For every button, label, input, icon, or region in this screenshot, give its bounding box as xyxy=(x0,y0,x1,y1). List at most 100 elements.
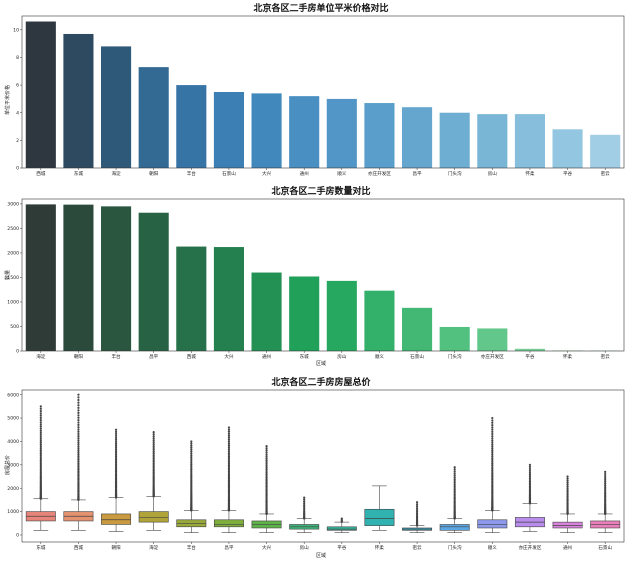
outlier-point xyxy=(227,450,231,453)
outlier-point xyxy=(152,452,155,455)
outlier-point xyxy=(415,501,419,504)
outlier-point xyxy=(528,477,532,480)
bar xyxy=(439,326,470,351)
outlier-point xyxy=(77,445,80,448)
x-tick-label: 平谷 xyxy=(563,170,573,177)
x-tick-label: 门头沟 xyxy=(448,544,462,551)
bar xyxy=(101,46,132,168)
outlier-point xyxy=(190,450,193,453)
outlier-point xyxy=(114,446,118,449)
outlier-point xyxy=(190,468,193,471)
outlier-point xyxy=(340,517,343,520)
outlier-point xyxy=(227,460,231,463)
outlier-point xyxy=(77,449,80,452)
x-tick-label: 朝阳 xyxy=(111,544,121,551)
outlier-point xyxy=(77,414,80,417)
outlier-point xyxy=(604,491,607,494)
outlier-point xyxy=(39,459,42,462)
outlier-point xyxy=(77,439,80,442)
outlier-point xyxy=(265,464,268,467)
outlier-point xyxy=(152,465,155,468)
outlier-point xyxy=(77,416,80,419)
outlier-point xyxy=(265,469,268,473)
outlier-point xyxy=(604,472,607,476)
outlier-point xyxy=(566,495,569,498)
outlier-point xyxy=(39,419,42,422)
outlier-point xyxy=(604,474,607,478)
iqr-box xyxy=(477,519,508,529)
bar xyxy=(251,93,282,168)
outlier-point xyxy=(453,485,456,488)
outlier-point xyxy=(190,458,193,461)
box-东城 xyxy=(25,405,56,531)
outlier-point xyxy=(114,455,118,458)
outlier-point xyxy=(227,455,231,458)
y-tick-label: 3000 xyxy=(7,202,19,208)
outlier-point xyxy=(114,451,118,454)
y-tick-label: 4 xyxy=(16,110,19,116)
outlier-point xyxy=(152,430,155,434)
outlier-point xyxy=(190,466,193,470)
y-tick-label: 1000 xyxy=(7,300,19,306)
outlier-point xyxy=(77,441,80,444)
outlier-point xyxy=(190,448,193,451)
outlier-point xyxy=(528,478,532,482)
outlier-point xyxy=(152,450,155,453)
outlier-point xyxy=(491,435,494,438)
outlier-point xyxy=(152,437,155,440)
iqr-box xyxy=(552,521,583,529)
outlier-point xyxy=(152,459,155,462)
x-tick-label: 亦庄开发区 xyxy=(481,353,504,360)
outlier-point xyxy=(190,471,193,475)
y-tick-label: 0 xyxy=(16,166,19,172)
y-tick-label: 4000 xyxy=(7,439,19,445)
outlier-point xyxy=(528,483,532,486)
box-昌平 xyxy=(213,426,244,533)
x-axis-label: 区域 xyxy=(316,360,326,367)
outlier-point xyxy=(39,447,42,450)
y-axis-label: 数量 xyxy=(4,270,11,280)
outlier-point xyxy=(303,504,306,507)
x-tick-label: 朝阳 xyxy=(149,170,159,177)
x-tick-label: 顺义 xyxy=(375,354,385,360)
outlier-point xyxy=(152,441,155,444)
outlier-point xyxy=(566,488,569,492)
y-tick-label: 10 xyxy=(13,27,19,33)
outlier-point xyxy=(114,434,118,438)
x-tick-label: 密云 xyxy=(412,544,422,551)
outlier-point xyxy=(39,429,42,432)
bar xyxy=(326,280,357,351)
box-大兴 xyxy=(251,445,282,533)
outlier-point xyxy=(491,477,494,480)
outlier-point xyxy=(114,442,118,445)
outlier-point xyxy=(528,471,532,474)
outlier-point xyxy=(491,455,494,458)
x-tick-label: 东城 xyxy=(36,544,46,551)
bar xyxy=(138,212,169,351)
outlier-point xyxy=(114,463,118,466)
outlier-point xyxy=(528,469,532,473)
outlier-point xyxy=(604,482,607,485)
outlier-point xyxy=(77,432,80,436)
x-tick-label: 大兴 xyxy=(224,353,234,360)
outlier-point xyxy=(114,430,118,433)
outlier-point xyxy=(528,463,532,466)
y-tick-label: 0 xyxy=(16,349,19,355)
outlier-point xyxy=(77,458,80,461)
y-tick-label: 500 xyxy=(10,324,19,330)
outlier-point xyxy=(152,457,155,460)
y-tick-label: 2500 xyxy=(7,226,19,232)
box-石景山 xyxy=(590,470,621,533)
outlier-point xyxy=(227,464,231,467)
outlier-point xyxy=(604,492,607,495)
x-tick-label: 密云 xyxy=(601,353,611,360)
outlier-point xyxy=(39,449,42,452)
outlier-point xyxy=(453,490,456,493)
outlier-point xyxy=(491,441,494,444)
outlier-point xyxy=(77,465,80,468)
outlier-point xyxy=(227,457,231,460)
outlier-point xyxy=(303,498,306,501)
bar xyxy=(552,129,583,168)
outlier-point xyxy=(604,484,607,487)
outlier-point xyxy=(491,439,494,442)
